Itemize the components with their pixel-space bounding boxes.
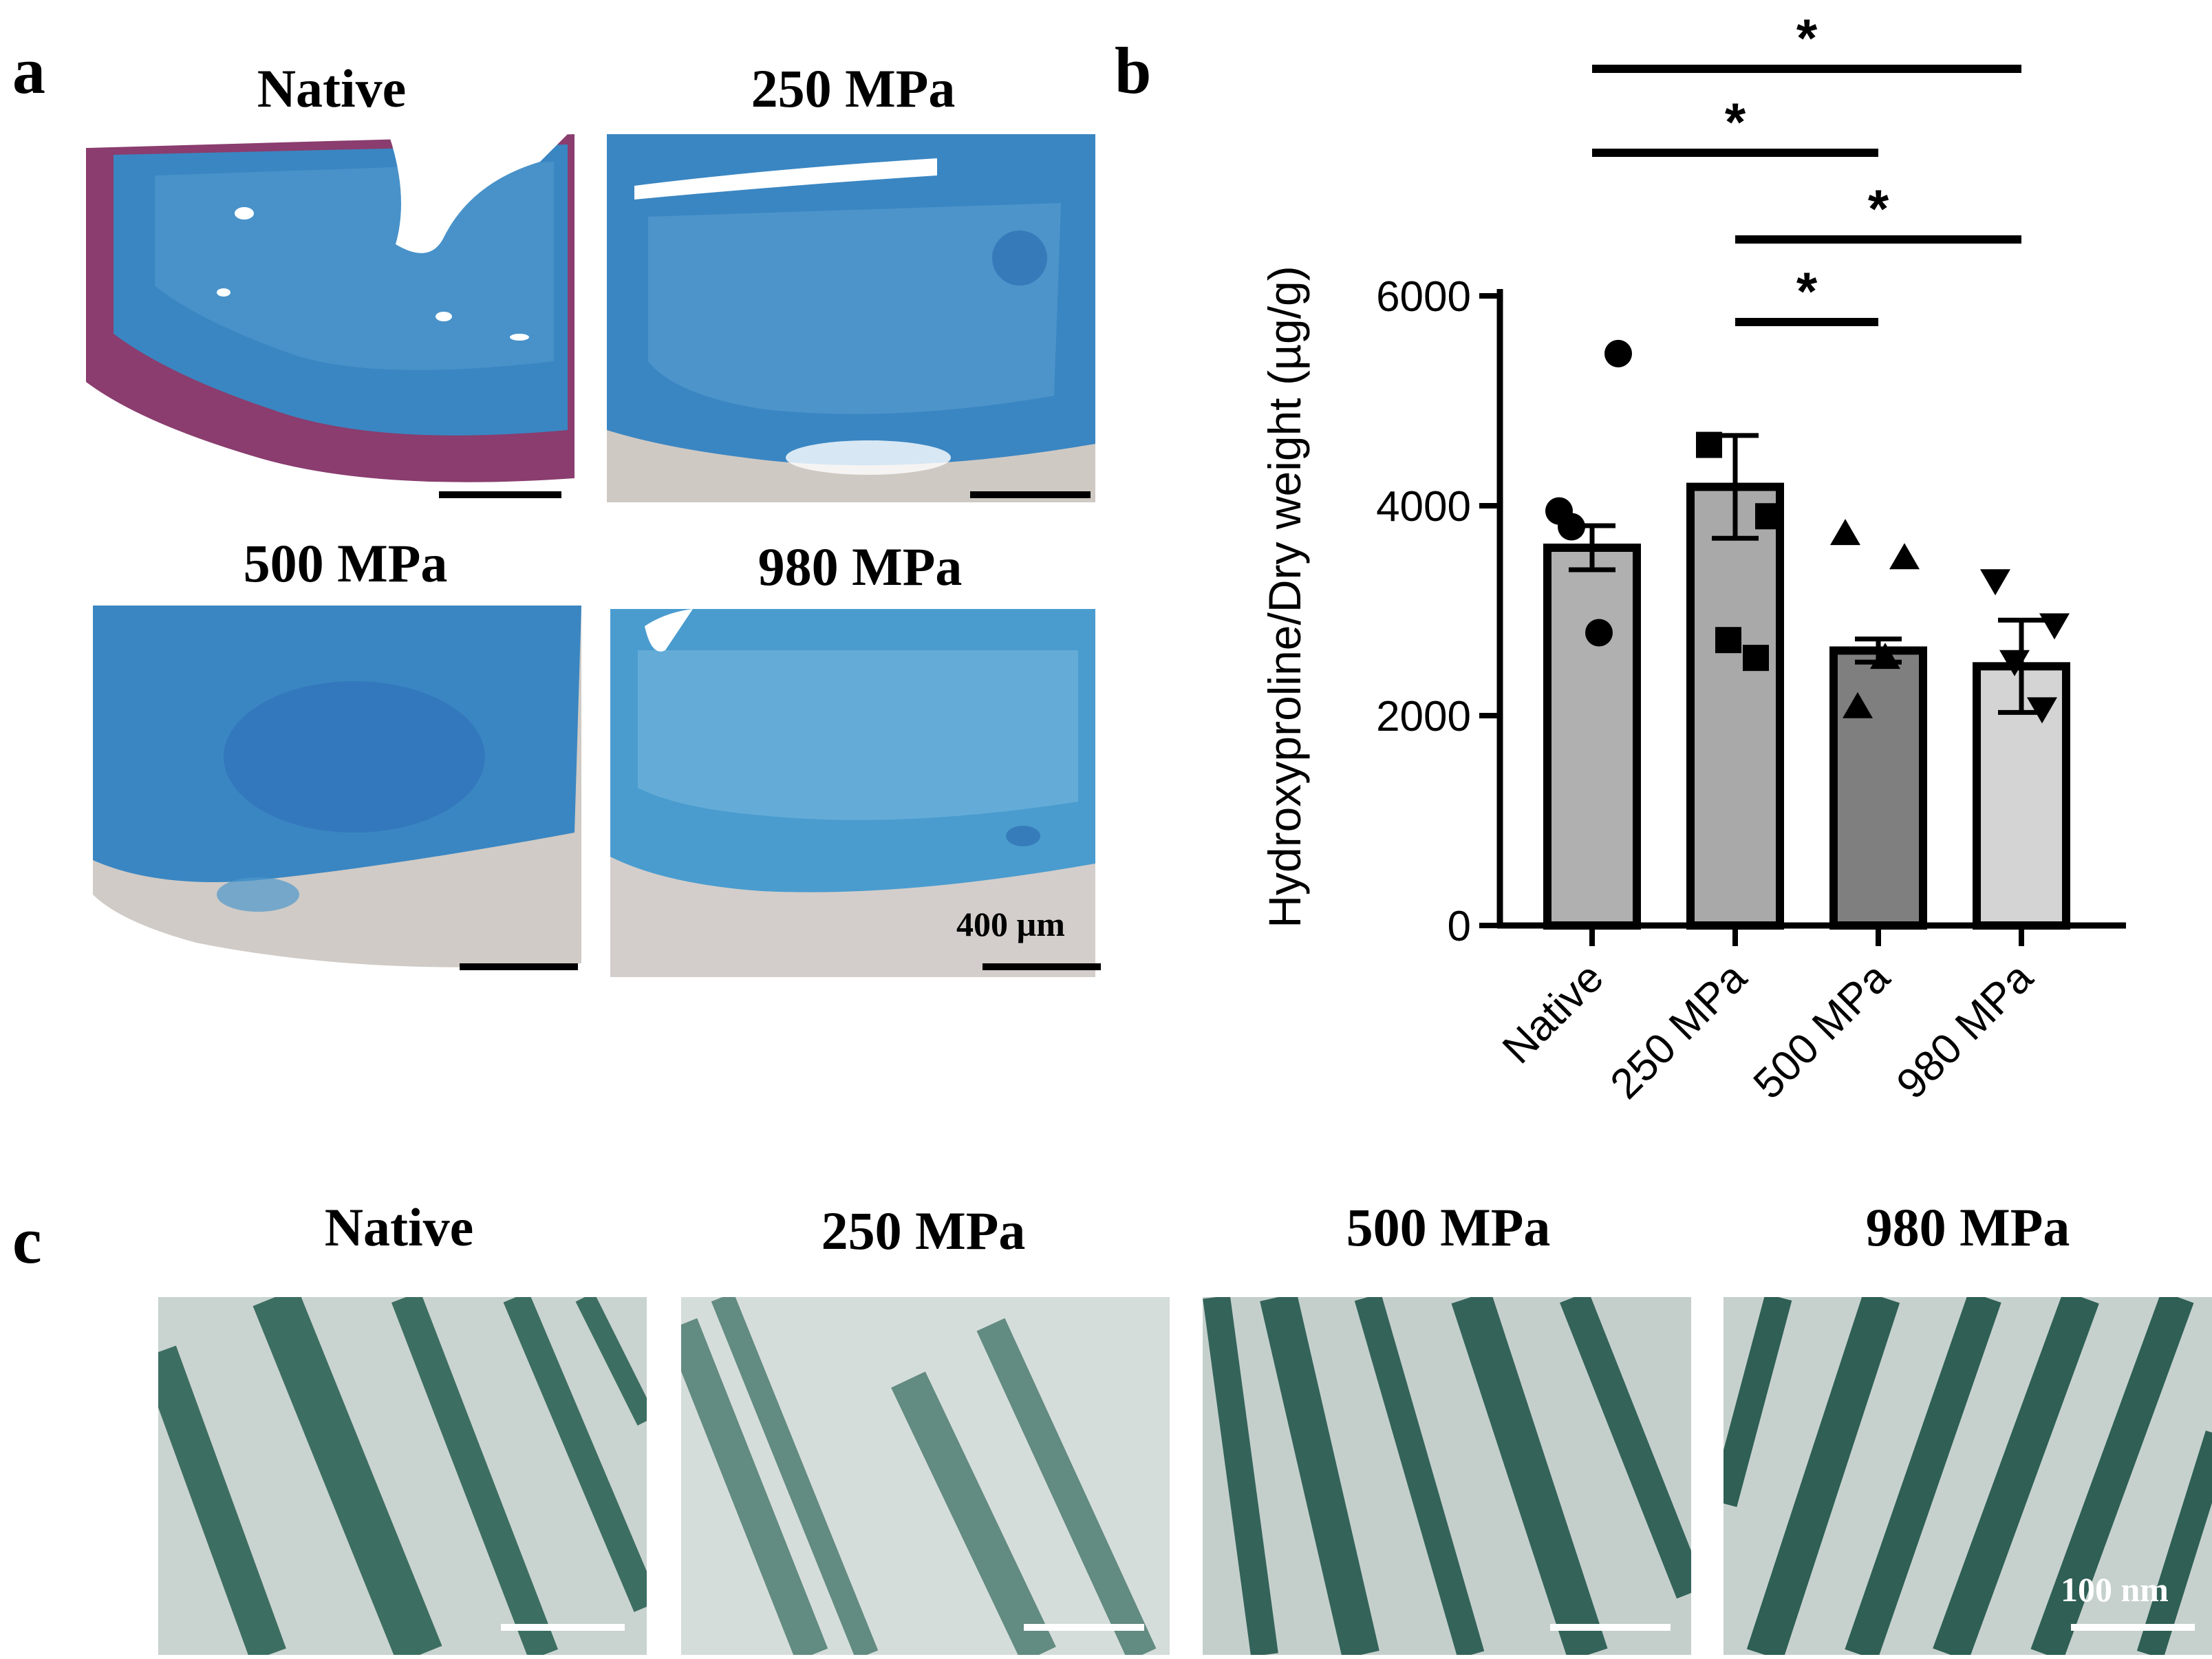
histology-250mpa-image	[607, 134, 1095, 502]
y-axis-label: Hydroxyproline/Dry weight (µg/g)	[1259, 266, 1310, 928]
panel-c-title-250: 250 MPa	[821, 1201, 1026, 1261]
scale-bar-tem-500	[1550, 1624, 1671, 1631]
scale-bar-500	[460, 963, 578, 970]
panel-a-title-500: 500 MPa	[243, 533, 448, 593]
significance-star: *	[1796, 261, 1818, 321]
y-tick-label: 6000	[1376, 273, 1471, 321]
tem-500mpa-image	[1203, 1297, 1691, 1655]
data-point	[2039, 613, 2070, 640]
data-point	[1743, 645, 1769, 672]
hydroxyproline-bar-chart: 0 2000 4000 6000 Hydroxyproline/Dry weight (…	[1259, 8, 2126, 1109]
data-point	[1696, 431, 1722, 458]
data-point	[1870, 643, 1900, 670]
histology-500mpa-image	[93, 606, 581, 977]
panel-c-title-980: 980 MPa	[1865, 1197, 2070, 1257]
scale-bar-980	[982, 963, 1101, 970]
histology-980mpa-image	[610, 609, 1095, 977]
scale-bar-250	[970, 491, 1091, 498]
panel-c-title-native: Native	[324, 1197, 474, 1257]
histology-native-image	[86, 134, 575, 495]
panel-a-title-250: 250 MPa	[751, 58, 956, 118]
panel-c-title-500: 500 MPa	[1346, 1197, 1551, 1257]
tem-native-image	[158, 1297, 647, 1655]
data-point	[1585, 619, 1613, 647]
data-point	[1999, 650, 2030, 676]
y-tick-label: 4000	[1376, 483, 1471, 531]
panel-a-title-980: 980 MPa	[758, 537, 963, 597]
scale-bar-native	[439, 491, 561, 498]
x-tick-label: 980 MPa	[1888, 954, 2043, 1109]
x-tick-label: Native	[1494, 954, 1613, 1073]
tem-980mpa-image	[1724, 1297, 2212, 1655]
data-point	[1604, 339, 1632, 367]
panel-a-label: a	[12, 34, 45, 107]
scale-bar-tem-980	[2071, 1624, 2195, 1631]
bar-2	[1829, 646, 1927, 930]
panel-c-label: c	[12, 1203, 42, 1277]
data-point	[1843, 692, 1873, 718]
y-tick-label: 0	[1448, 903, 1471, 950]
x-tick-label: 250 MPa	[1602, 954, 1757, 1109]
data-point	[1558, 513, 1585, 541]
scale-bar-tem-250	[1024, 1624, 1144, 1631]
significance-star: *	[1868, 178, 1889, 239]
significance-star: *	[1796, 8, 1818, 68]
bar-1	[1686, 482, 1784, 930]
panel-b-label: b	[1115, 34, 1152, 107]
data-point	[1715, 627, 1741, 654]
bar-0	[1543, 544, 1641, 930]
y-tick-label: 2000	[1376, 693, 1471, 740]
data-point	[1755, 503, 1781, 530]
significance-star: *	[1725, 92, 1746, 152]
data-point	[2027, 697, 2057, 724]
scale-label-100nm: 100 nm	[2061, 1570, 2169, 1609]
data-point	[1980, 569, 2010, 596]
panel-a-title-native: Native	[257, 58, 407, 118]
scale-bar-tem-native	[501, 1624, 625, 1631]
data-point	[1830, 519, 1860, 546]
x-tick-label: 500 MPa	[1745, 954, 1900, 1109]
data-point	[1889, 543, 1920, 570]
tem-250mpa-image	[681, 1297, 1170, 1655]
scale-label-400um: 400 µm	[956, 905, 1065, 943]
